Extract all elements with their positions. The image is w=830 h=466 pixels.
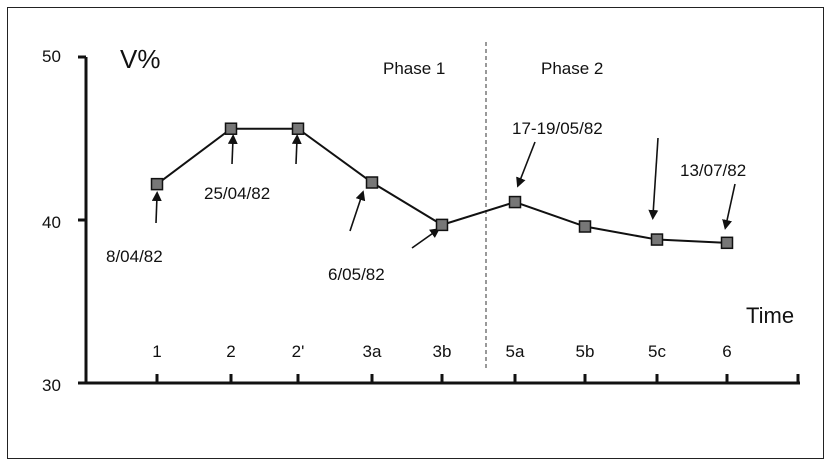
annotation-date-4: 17-19/05/82: [512, 119, 603, 138]
data-points: [150, 122, 734, 250]
annotation-date-3: 6/05/82: [328, 265, 385, 284]
y-axis-label: V%: [120, 44, 160, 74]
data-point-marker: [150, 177, 164, 191]
phase-2-label: Phase 2: [541, 59, 603, 78]
y-tick-label-30: 30: [42, 376, 61, 395]
x-axis-label: Time: [746, 303, 794, 328]
annotation-arrow: [227, 134, 238, 165]
annotation-date-5: 13/07/82: [680, 161, 746, 180]
x-tick-label: 5a: [506, 342, 525, 361]
annotation-date-2: 25/04/82: [204, 184, 270, 203]
annotation-arrow: [411, 228, 441, 249]
data-point-marker: [365, 176, 379, 189]
annotation-arrow: [722, 183, 736, 230]
x-ticks: [155, 374, 800, 384]
annotation-arrow: [648, 137, 659, 220]
x-tick-label: 2': [292, 342, 305, 361]
data-point-marker: [224, 122, 238, 135]
data-point-marker: [720, 236, 734, 250]
x-tick-label: 2: [226, 342, 235, 361]
x-tick-label: 5b: [576, 342, 595, 361]
x-tick-label: 6: [722, 342, 731, 361]
annotation-arrow: [291, 134, 302, 165]
annotation-arrow: [516, 141, 536, 188]
phase-1-label: Phase 1: [383, 59, 445, 78]
annotation-date-1: 8/04/82: [106, 247, 163, 266]
x-tick-label: 3a: [363, 342, 382, 361]
annotation-arrows: [151, 134, 736, 249]
data-point-marker: [291, 122, 305, 135]
data-point-marker: [650, 233, 664, 246]
y-tick-label-40: 40: [42, 213, 61, 232]
x-tick-label: 5c: [648, 342, 666, 361]
y-ticks: [78, 55, 86, 385]
data-point-marker: [578, 220, 592, 233]
y-tick-label-50: 50: [42, 47, 61, 66]
x-tick-label: 3b: [433, 342, 452, 361]
x-tick-labels: 1 2 2' 3a 3b 5a 5b 5c 6: [152, 342, 731, 361]
x-tick-label: 1: [152, 342, 161, 361]
data-point-marker: [508, 195, 522, 209]
data-point-marker: [435, 218, 449, 232]
annotation-arrow: [349, 190, 366, 232]
annotation-arrow: [151, 191, 162, 224]
